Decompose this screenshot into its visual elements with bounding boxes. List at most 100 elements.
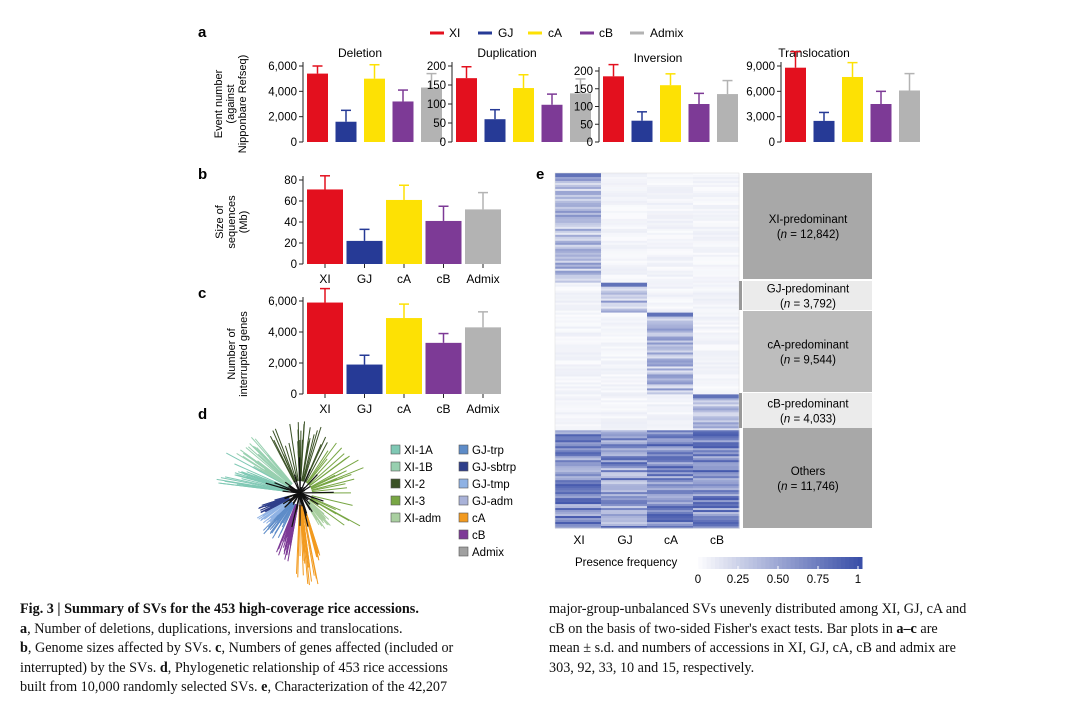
heat-cell: [555, 464, 602, 467]
y-tick-label: 4,000: [268, 86, 297, 98]
heat-cell: [601, 214, 648, 218]
heat-cell: [601, 296, 648, 300]
heat-cell: [693, 316, 740, 320]
heat-cell: [647, 246, 694, 250]
heat-cell: [555, 184, 602, 188]
heat-cell: [647, 438, 694, 441]
colorbar-step: [727, 557, 733, 569]
panel-letter-e: e: [536, 166, 544, 183]
tree-branch: [310, 472, 342, 489]
tree-branch: [310, 497, 336, 511]
heat-cell: [647, 448, 694, 451]
heat-cell: [693, 346, 740, 350]
heat-cell: [601, 474, 648, 477]
heat-cell: [555, 294, 602, 298]
heat-cell: [647, 454, 694, 457]
heat-cell: [647, 428, 694, 431]
heat-cell: [647, 314, 694, 318]
colorbar-step: [845, 557, 850, 569]
heat-cell: [601, 236, 648, 240]
legend-label: XI-1B: [404, 462, 433, 474]
heat-cell: [693, 434, 740, 437]
heat-cell: [647, 182, 694, 186]
heat-cell: [555, 282, 602, 286]
heat-cell: [601, 300, 648, 304]
heat-cell: [647, 410, 694, 413]
heat-cell: [601, 174, 648, 178]
heat-cell: [647, 460, 694, 463]
heat-cell: [647, 470, 694, 473]
heat-cell: [555, 344, 602, 348]
heat-cell: [647, 430, 694, 433]
heat-cell: [601, 262, 648, 266]
heat-cell: [601, 496, 648, 499]
bar-xi: [307, 189, 343, 264]
heat-cell: [647, 452, 694, 455]
heat-cell: [601, 372, 648, 375]
heat-cell: [601, 418, 648, 421]
heat-cell: [693, 204, 740, 208]
colorbar-step: [778, 557, 783, 569]
tree-branch: [307, 502, 325, 524]
y-tick-label: 0: [440, 137, 446, 149]
colorbar-step: [769, 557, 775, 569]
y-tick-label: 20: [284, 238, 297, 250]
bar-ca: [842, 76, 863, 142]
tree-branch: [220, 477, 289, 492]
heat-cell: [647, 476, 694, 479]
heat-cell: [693, 388, 740, 391]
heat-cell: [555, 224, 602, 228]
heat-cell: [601, 432, 648, 435]
heat-cell: [693, 332, 740, 336]
heat-cell: [601, 306, 648, 310]
heat-cell: [601, 490, 648, 493]
x-tick-label: Admix: [466, 402, 499, 416]
heat-cell: [693, 174, 740, 178]
heat-cell: [601, 428, 648, 431]
heat-cell: [693, 484, 740, 487]
heat-cell: [601, 242, 648, 246]
heat-cell: [693, 496, 740, 499]
heat-cell: [647, 208, 694, 212]
heat-cell: [601, 220, 648, 224]
legend-swatch: [390, 478, 401, 489]
heat-cell: [693, 270, 740, 274]
heat-cell: [601, 206, 648, 210]
heat-cell: [555, 362, 602, 365]
heat-cell: [647, 204, 694, 208]
heat-cell: [693, 254, 740, 258]
heat-cell: [555, 358, 602, 361]
heat-cell: [601, 378, 648, 381]
tree-branch: [300, 421, 306, 482]
heat-cell: [601, 382, 648, 385]
heat-cell: [601, 492, 648, 495]
heat-cell: [693, 430, 740, 433]
heat-cell: [601, 244, 648, 248]
heat-cell: [693, 276, 740, 280]
heat-cell: [693, 428, 740, 431]
heat-cell: [693, 422, 740, 425]
heat-cell: [601, 522, 648, 525]
heat-cell: [693, 512, 740, 515]
tree-branch: [287, 504, 299, 562]
heat-cell: [555, 480, 602, 483]
heat-cell: [647, 180, 694, 184]
heat-cell: [555, 340, 602, 344]
heat-cell: [693, 442, 740, 445]
heat-cell: [555, 396, 602, 399]
heat-cell: [555, 186, 602, 190]
heat-cell: [647, 286, 694, 290]
heat-cell: [555, 354, 602, 357]
heat-cell: [601, 404, 648, 407]
heat-cell: [555, 306, 602, 310]
heat-cell: [555, 414, 602, 417]
heat-cell: [647, 214, 694, 218]
heat-cell: [647, 302, 694, 306]
heat-cell: [601, 392, 648, 395]
heat-cell: [693, 308, 740, 312]
heat-cell: [601, 374, 648, 377]
heat-cell: [555, 372, 602, 375]
tree-branch: [258, 496, 289, 509]
heat-cell: [647, 418, 694, 421]
colorbar-step: [836, 557, 842, 569]
